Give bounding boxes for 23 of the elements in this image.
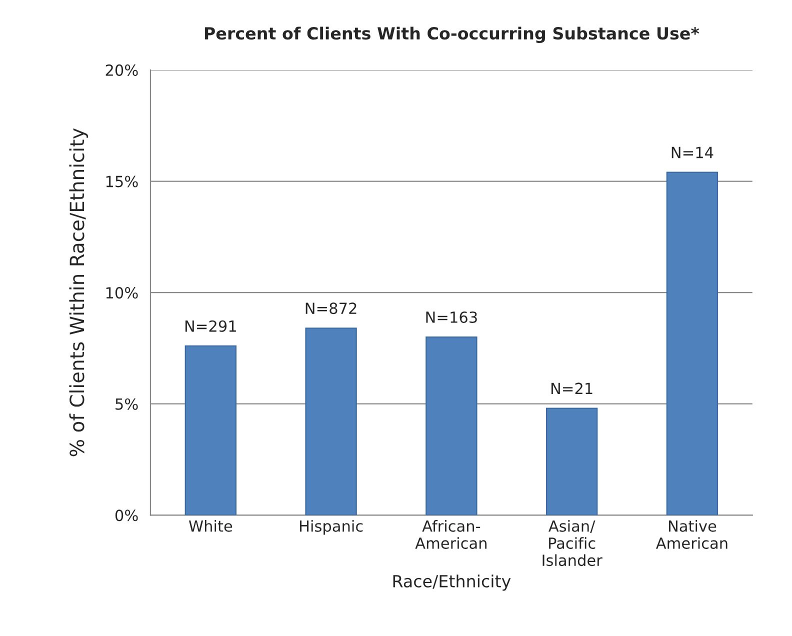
- annotation: N=14: [672, 146, 714, 158]
- x-tick-label: African- American: [415, 520, 486, 549]
- x-tick-label: Asian/ Pacific Islander: [542, 520, 602, 566]
- x-tick-label: White: [188, 520, 232, 532]
- y-axis-title: % of Clients Within Race/Ethnicity: [69, 128, 88, 456]
- x-tick-label: Hispanic: [300, 520, 363, 535]
- bar: [546, 408, 598, 516]
- x-tick-label: Native American: [656, 520, 728, 549]
- annotation: N=291: [185, 320, 236, 332]
- x-axis-title: Race/Ethnicity: [393, 574, 511, 591]
- y-tick-label: 5%: [116, 398, 138, 410]
- bar: [426, 336, 478, 516]
- y-tick-label: 15%: [106, 176, 138, 188]
- annotation: N=163: [426, 311, 477, 324]
- y-tick-label: 10%: [106, 287, 138, 299]
- annotation: N=872: [306, 302, 356, 314]
- y-tick-label: 20%: [106, 64, 138, 76]
- bar: [305, 328, 357, 516]
- chart-title: Percent of Clients With Co-occurring Substance Use*: [204, 26, 700, 43]
- bar: [666, 172, 718, 516]
- bar: [184, 345, 237, 516]
- annotation: N=21: [551, 382, 592, 394]
- y-tick-label: 0%: [115, 510, 138, 522]
